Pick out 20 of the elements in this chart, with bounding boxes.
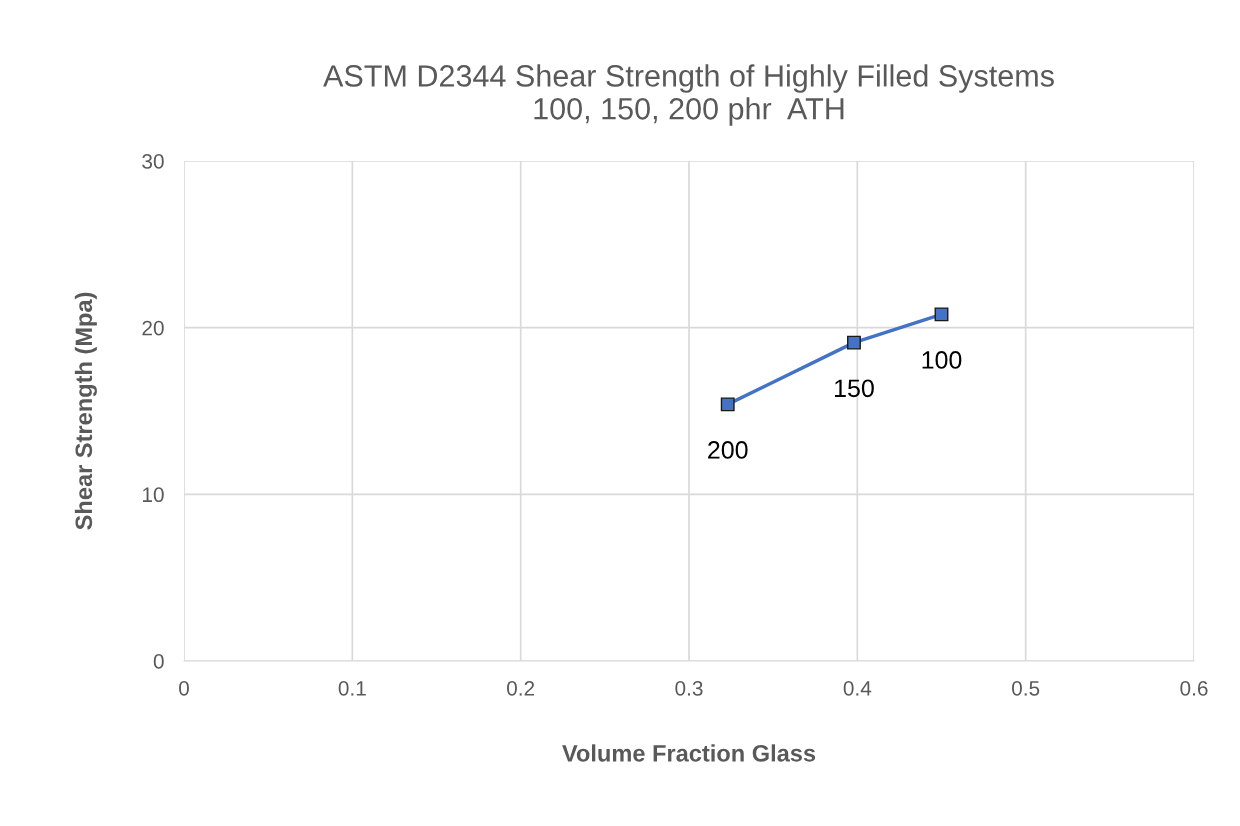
point bbox=[847, 335, 861, 350]
x-tick-label: 0.6 bbox=[1180, 680, 1208, 696]
x-tick-label: 0.3 bbox=[675, 680, 703, 696]
point bbox=[720, 397, 735, 412]
annotation: 150 bbox=[835, 379, 874, 398]
y-tick-label: 20 bbox=[142, 320, 164, 336]
point bbox=[934, 307, 949, 322]
annotation: 100 bbox=[922, 351, 962, 369]
y-axis-title: Shear Strength (Mpa) bbox=[74, 292, 97, 530]
y-tick-label: 0 bbox=[153, 654, 164, 669]
x-axis-title: Volume Fraction Glass bbox=[562, 744, 816, 762]
y-tick-label: 10 bbox=[142, 487, 164, 503]
x-tick-label: 0 bbox=[179, 680, 189, 696]
x-tick-label: 0.2 bbox=[507, 680, 535, 696]
x-tick-label: 0.5 bbox=[1012, 680, 1040, 696]
x-tick-label: 0.1 bbox=[338, 680, 366, 696]
y-tick-label: 30 bbox=[142, 154, 164, 169]
annotation: 200 bbox=[708, 441, 748, 459]
chart-title: ASTM D2344 Shear Strength of Highly Filled Systems 100, 150, 200 phr ATH bbox=[323, 64, 1054, 126]
x-tick-label: 0.4 bbox=[843, 680, 872, 696]
